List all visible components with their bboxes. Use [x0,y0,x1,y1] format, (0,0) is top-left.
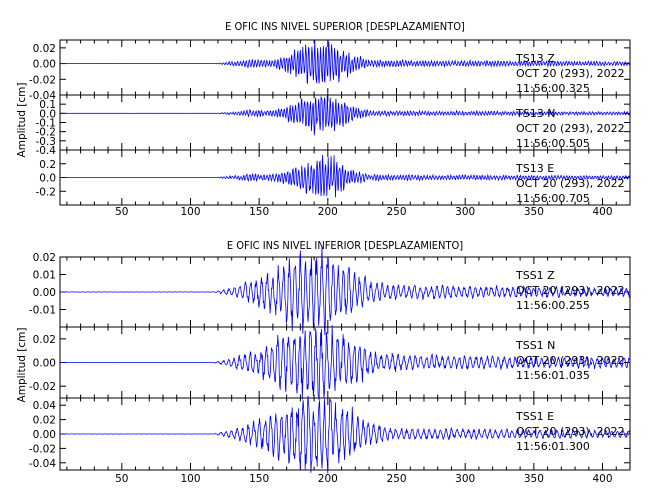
y-axis-label: Amplitud [cm] [16,328,28,403]
y-tick-label: 0.02 [33,334,56,346]
x-tick-label: 100 [180,206,200,218]
y-tick-label: 0.02 [33,43,56,55]
station-date: OCT 20 (293), 2022 [516,354,625,367]
y-tick-label: -0.2 [36,186,57,198]
station-label: TS13 Z [515,52,555,65]
y-tick-label: -0.02 [29,443,56,455]
x-tick-label: 150 [249,206,269,218]
station-time: 11:56:00.255 [516,299,590,312]
y-tick-label: 0.02 [33,252,56,264]
waveform-trace [60,245,631,336]
x-tick-label: 50 [115,473,128,485]
y-tick-label: -0.04 [29,90,56,102]
x-tick-label: 300 [455,206,475,218]
x-tick-label: 300 [455,473,475,485]
y-tick-label: 0.00 [33,59,56,71]
y-tick-label: 0.04 [33,400,57,412]
y-tick-label: 0.00 [33,429,56,441]
x-tick-label: 250 [386,473,406,485]
station-time: 11:56:01.035 [516,369,590,382]
y-tick-label: -0.04 [29,458,56,470]
x-tick-label: 350 [524,473,544,485]
chart-title: E OFIC INS NIVEL SUPERIOR [DESPLAZAMIENT… [225,20,465,33]
x-tick-label: 50 [115,206,128,218]
station-date: OCT 20 (293), 2022 [516,284,625,297]
station-label: TSS1 Z [515,269,555,282]
chart-title: E OFIC INS NIVEL INFERIOR [DESPLAZAMIENT… [227,239,463,252]
y-tick-label: -0.3 [36,136,57,148]
chart-upper-level: E OFIC INS NIVEL SUPERIOR [DESPLAZAMIENT… [16,20,631,218]
x-tick-label: 200 [318,473,338,485]
station-date: OCT 20 (293), 2022 [516,425,625,438]
station-date: OCT 20 (293), 2022 [516,177,625,190]
x-tick-label: 250 [386,206,406,218]
station-time: 11:56:00.325 [516,82,590,95]
station-label: TS13 E [515,162,554,175]
panel-ts13-z: -0.04 -0.02 0.00 0.02 TS13 Z OCT 20 (293), 20… [29,39,631,102]
y-tick-label: 0.2 [39,159,56,171]
waveform-trace [60,324,630,401]
waveform-trace [59,395,631,474]
station-time: 11:56:00.705 [516,192,590,205]
panel-ts13-e: -0.20.0 0.2 TS13 E OCT 20 (293), 2022 11:56:… [36,149,631,206]
station-time: 11:56:00.505 [516,137,590,150]
y-tick-label: -0.02 [29,381,56,393]
station-label: TSS1 E [515,410,554,423]
x-tick-label: 150 [249,473,269,485]
x-tick-label: 400 [593,206,613,218]
station-date: OCT 20 (293), 2022 [516,67,625,80]
y-tick-label: 0.0 [39,108,56,120]
waveform-trace [60,94,631,136]
y-tick-label: -0.01 [29,305,56,317]
x-tick-label: 200 [318,206,338,218]
y-tick-label: -0.1 [36,118,57,130]
station-label: TSS1 N [515,339,555,352]
chart-lower-level: E OFIC INS NIVEL INFERIOR [DESPLAZAMIENT… [16,239,631,485]
station-time: 11:56:01.300 [516,440,590,453]
y-tick-label: 0.00 [33,358,56,370]
station-label: TS13 N [515,107,555,120]
y-tick-label: 0.02 [33,415,56,427]
y-axis-label: Amplitud [cm] [16,83,28,158]
y-tick-label: 0.01 [33,270,56,282]
y-tick-label: 0.00 [33,287,56,299]
x-tick-label: 100 [180,473,200,485]
y-tick-label: -0.02 [29,74,56,86]
panel-ts13-n: -0.4-0.3-0.2-0.10.00.1 TS13 N OCT 20 (293)… [36,94,631,157]
y-tick-label: 0.1 [39,99,56,111]
x-tick-label: 400 [593,473,613,485]
y-tick-label: -0.4 [36,145,57,157]
y-tick-label: -0.2 [36,127,57,139]
waveform-trace [60,154,631,198]
x-tick-label: 350 [524,206,544,218]
y-tick-label: 0.0 [39,173,56,185]
panel-tss1-e: -0.04 -0.02 0.00 0.02 0.04 TSS1 E OCT 20 (293)… [29,395,631,474]
station-date: OCT 20 (293), 2022 [516,122,625,135]
waveform-trace [60,40,631,85]
